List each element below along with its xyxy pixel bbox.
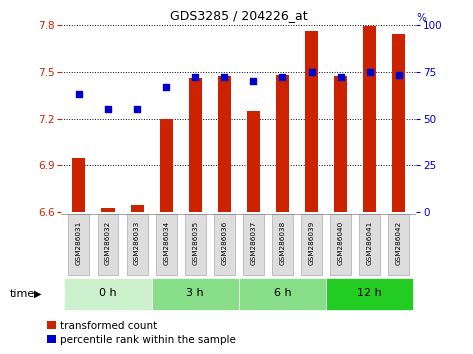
Bar: [102, 208, 114, 212]
Bar: [218, 76, 231, 212]
Point: [75, 91, 83, 97]
Point: [250, 78, 257, 84]
Point: [162, 84, 170, 90]
FancyBboxPatch shape: [326, 278, 413, 310]
Point: [308, 69, 315, 74]
Text: GSM286040: GSM286040: [338, 221, 344, 265]
Text: GSM286035: GSM286035: [192, 221, 198, 265]
Text: GSM286038: GSM286038: [280, 221, 286, 265]
Bar: [363, 26, 376, 212]
Text: GSM286039: GSM286039: [308, 221, 315, 265]
Text: %: %: [416, 13, 426, 23]
FancyBboxPatch shape: [185, 214, 206, 275]
FancyBboxPatch shape: [239, 278, 326, 310]
FancyBboxPatch shape: [301, 214, 322, 275]
Text: GSM286036: GSM286036: [221, 221, 228, 265]
FancyBboxPatch shape: [359, 214, 380, 275]
Title: GDS3285 / 204226_at: GDS3285 / 204226_at: [170, 9, 307, 22]
Text: 3 h: 3 h: [186, 288, 204, 298]
Text: 12 h: 12 h: [357, 288, 382, 298]
Legend: transformed count, percentile rank within the sample: transformed count, percentile rank withi…: [43, 317, 240, 349]
Text: GSM286042: GSM286042: [396, 221, 402, 265]
Bar: [334, 76, 347, 212]
FancyBboxPatch shape: [214, 214, 235, 275]
FancyBboxPatch shape: [388, 214, 409, 275]
Text: GSM286034: GSM286034: [163, 221, 169, 265]
Bar: [247, 111, 260, 212]
Text: GSM286031: GSM286031: [76, 221, 82, 265]
Bar: [189, 78, 202, 212]
Text: GSM286041: GSM286041: [367, 221, 373, 265]
Text: GSM286032: GSM286032: [105, 221, 111, 265]
FancyBboxPatch shape: [127, 214, 148, 275]
FancyBboxPatch shape: [64, 278, 152, 310]
Point: [133, 106, 141, 112]
Text: 6 h: 6 h: [274, 288, 291, 298]
Text: GSM286033: GSM286033: [134, 221, 140, 265]
Point: [220, 74, 228, 80]
Bar: [392, 34, 405, 212]
FancyBboxPatch shape: [156, 214, 176, 275]
FancyBboxPatch shape: [330, 214, 351, 275]
Bar: [159, 119, 173, 212]
FancyBboxPatch shape: [97, 214, 118, 275]
Point: [366, 69, 374, 74]
Point: [104, 106, 112, 112]
Point: [192, 74, 199, 80]
Bar: [276, 75, 289, 212]
Text: 0 h: 0 h: [99, 288, 117, 298]
Bar: [131, 205, 144, 212]
FancyBboxPatch shape: [243, 214, 264, 275]
FancyBboxPatch shape: [152, 278, 239, 310]
FancyBboxPatch shape: [69, 214, 89, 275]
Text: ▶: ▶: [34, 289, 42, 299]
Point: [395, 73, 403, 78]
Point: [337, 74, 344, 80]
Bar: [305, 31, 318, 212]
Text: GSM286037: GSM286037: [250, 221, 256, 265]
Point: [279, 74, 286, 80]
FancyBboxPatch shape: [272, 214, 293, 275]
Text: time: time: [9, 289, 35, 299]
Bar: [72, 158, 86, 212]
